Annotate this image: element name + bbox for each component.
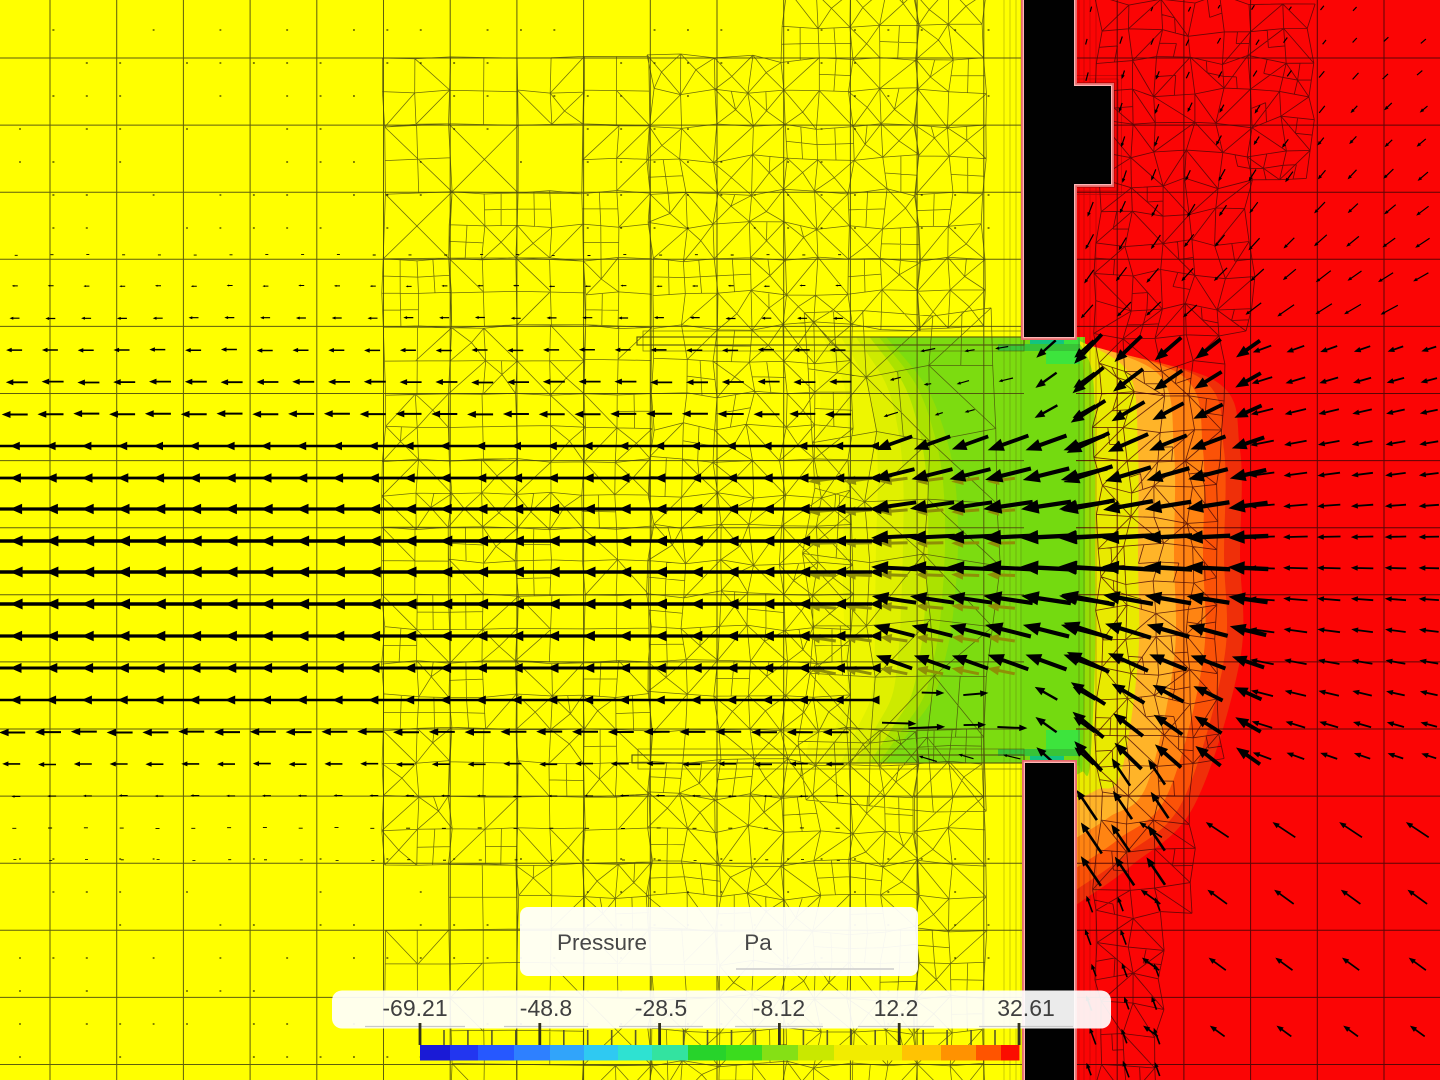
svg-text:-28.5: -28.5 — [635, 995, 687, 1021]
svg-text:-8.12: -8.12 — [753, 995, 805, 1021]
svg-text:32.61: 32.61 — [997, 995, 1055, 1021]
svg-text:-48.8: -48.8 — [520, 995, 572, 1021]
svg-text:12.2: 12.2 — [874, 995, 919, 1021]
svg-text:-69.21: -69.21 — [382, 995, 447, 1021]
svg-text:Pa: Pa — [744, 930, 772, 955]
svg-text:Pressure: Pressure — [557, 930, 647, 955]
